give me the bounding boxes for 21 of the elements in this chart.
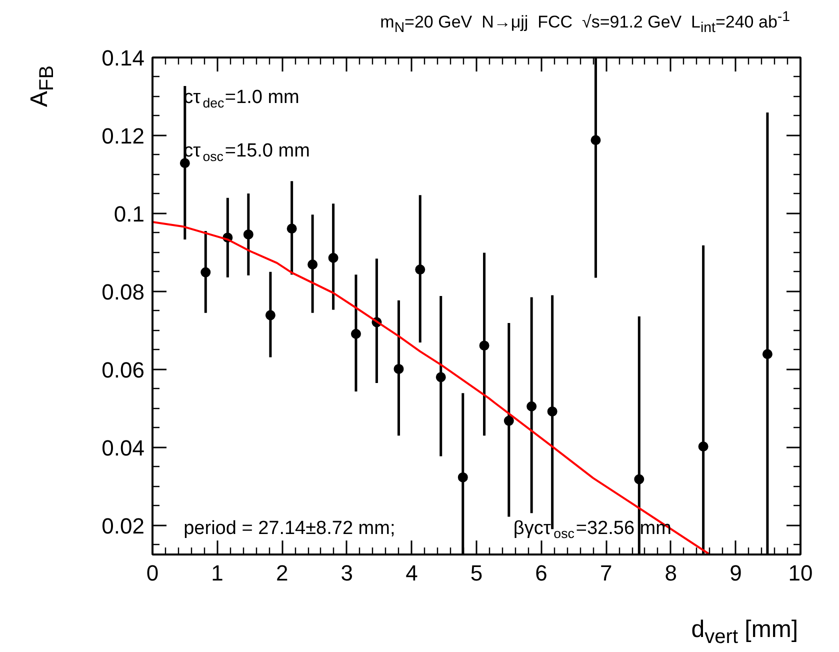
x-tick-label: 6 [535, 560, 548, 586]
chart-title: m$_{N}$=20 GeV N→μjj FCC √s=91.2 GeV L$_{int}$=240 ab$^{-1}$ [380, 8, 790, 38]
y-tick-label: 0.04 [102, 435, 145, 460]
x-tick-label: 10 [788, 560, 813, 586]
x-tick-label: 0 [146, 560, 159, 586]
x-tick-label: 3 [340, 560, 354, 586]
x-tick-label: 8 [664, 560, 678, 586]
x-axis-title: d$_{vert}$ [mm] [691, 615, 798, 650]
x-tick-label: 5 [470, 560, 483, 586]
x-tick-label: 7 [600, 560, 612, 586]
x-tick-label: 9 [730, 560, 742, 586]
x-tick-label: 2 [276, 560, 288, 586]
y-tick-label: 0.08 [102, 279, 145, 304]
y-tick-label: 0.14 [102, 46, 145, 70]
y-tick-label: 0.12 [102, 123, 145, 148]
x-tick-label: 1 [211, 560, 224, 586]
annotation: period = 27.14±8.72 mm; [184, 518, 396, 539]
y-tick-label: 0.02 [102, 513, 145, 538]
y-tick-label: 0.06 [102, 357, 145, 382]
y-tick-label: 0.1 [114, 201, 145, 226]
x-tick-label: 4 [406, 560, 418, 586]
